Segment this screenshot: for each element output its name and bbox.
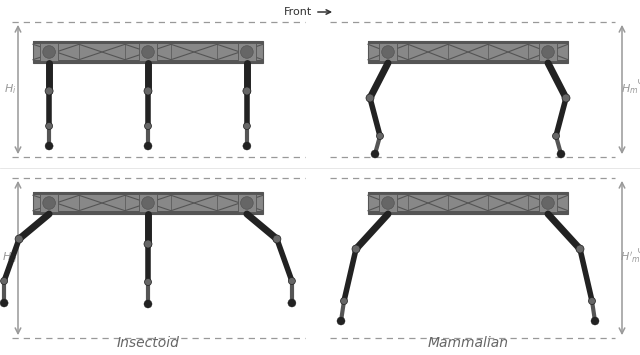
Circle shape [144,87,152,95]
Circle shape [337,317,345,325]
Circle shape [145,122,152,130]
Circle shape [576,245,584,253]
Circle shape [45,87,53,95]
Circle shape [144,300,152,308]
Circle shape [144,142,152,150]
Circle shape [340,297,348,305]
Circle shape [591,317,599,325]
Circle shape [562,94,570,102]
Bar [139,194,157,212]
Text: Insectoid: Insectoid [116,336,179,350]
Text: Arrangement B: Arrangement B [638,215,640,300]
Circle shape [243,122,250,130]
Bar [368,211,568,214]
Circle shape [541,197,554,209]
Circle shape [241,197,253,209]
Circle shape [552,132,559,140]
Circle shape [381,46,394,58]
Bar [40,43,58,61]
Circle shape [557,150,565,158]
Circle shape [1,278,8,284]
Circle shape [141,46,154,58]
Bar [238,43,256,61]
Bar [33,192,263,214]
Bar [539,43,557,61]
Bar [139,43,157,61]
Circle shape [366,94,374,102]
Text: Front: Front [284,7,312,17]
Bar [368,60,568,63]
Bar [379,194,397,212]
Bar [539,194,557,212]
Text: Arrangement A: Arrangement A [638,47,640,132]
Circle shape [15,235,23,243]
Bar [368,192,568,214]
Circle shape [145,279,152,285]
Circle shape [376,132,383,140]
Bar [368,41,568,44]
Text: $H'_i$: $H'_i$ [2,251,18,266]
Bar [33,211,263,214]
Circle shape [589,297,595,305]
Bar [368,41,568,63]
Text: Mammalian: Mammalian [428,336,509,350]
Circle shape [541,46,554,58]
Bar [33,41,263,44]
Circle shape [288,299,296,307]
Circle shape [45,122,52,130]
Text: $H'_m$: $H'_m$ [620,251,640,266]
Text: $H_m$: $H_m$ [621,83,639,97]
Circle shape [243,142,251,150]
Circle shape [45,142,53,150]
Bar [33,60,263,63]
Bar [238,194,256,212]
Circle shape [273,235,281,243]
Circle shape [141,197,154,209]
Circle shape [241,46,253,58]
Circle shape [43,197,56,209]
Bar [368,192,568,195]
Circle shape [144,240,152,248]
Bar [33,192,263,195]
Bar [379,43,397,61]
Text: $H_i$: $H_i$ [4,83,16,97]
Circle shape [381,197,394,209]
Circle shape [43,46,56,58]
Circle shape [243,87,251,95]
Bar [40,194,58,212]
Bar [33,41,263,63]
Circle shape [0,299,8,307]
Circle shape [352,245,360,253]
Circle shape [371,150,379,158]
Circle shape [289,278,296,284]
